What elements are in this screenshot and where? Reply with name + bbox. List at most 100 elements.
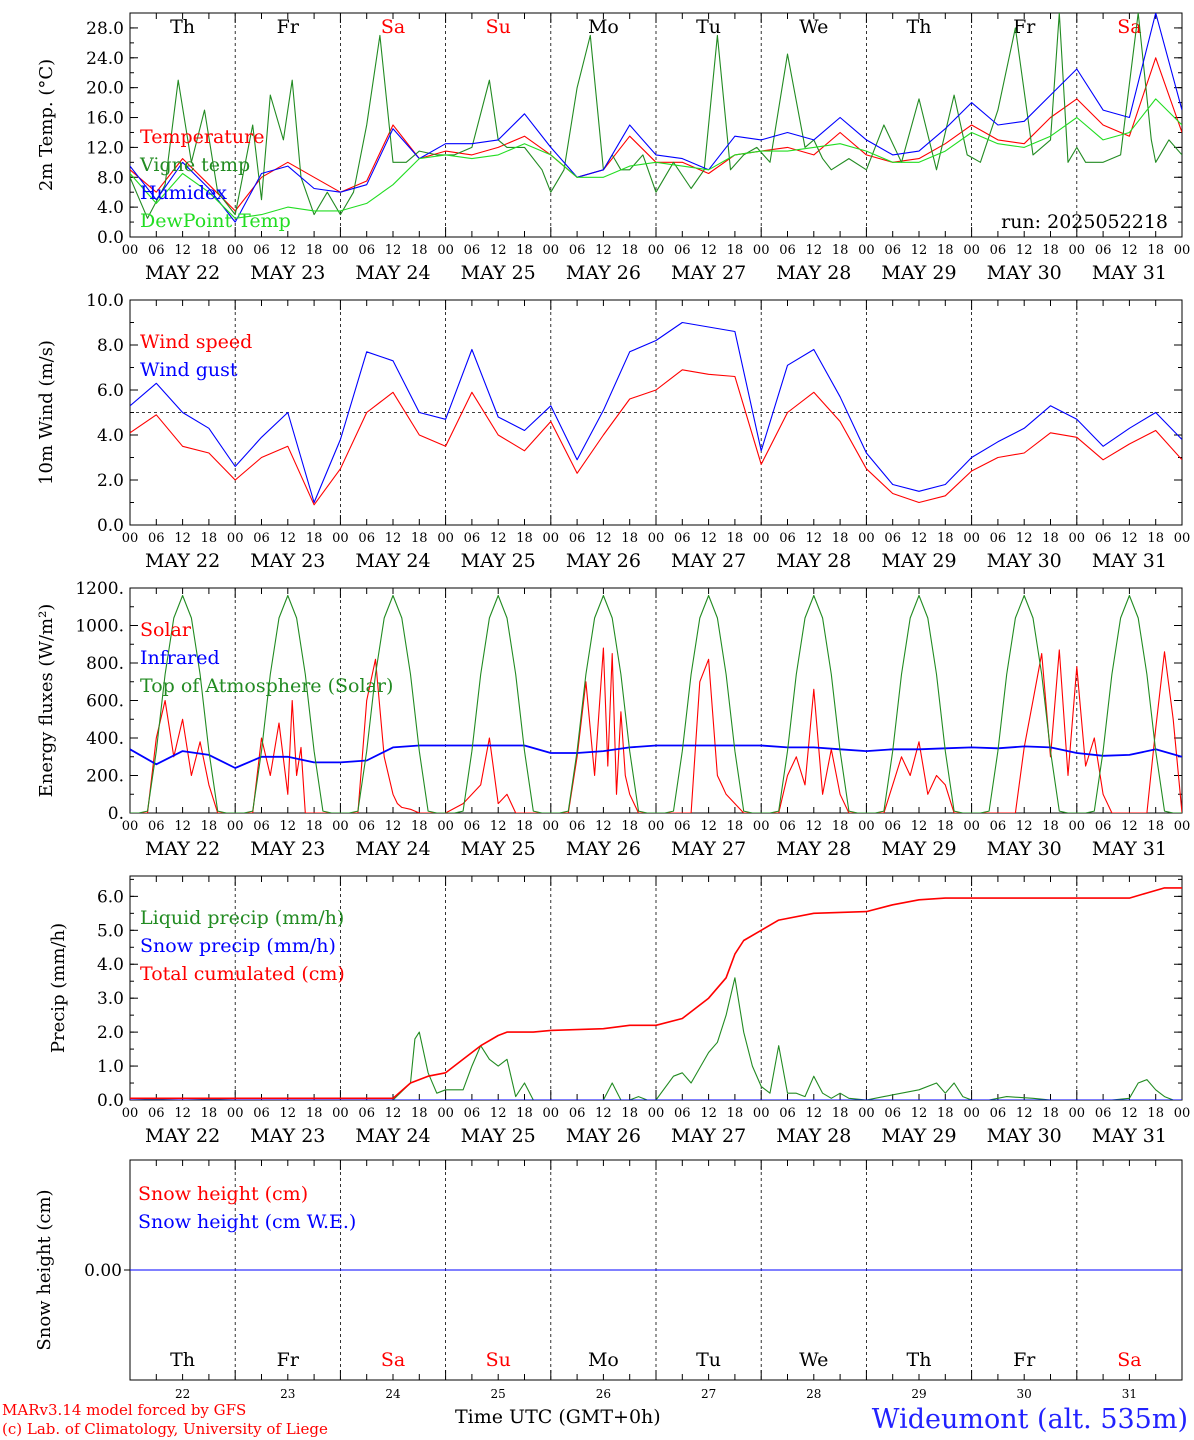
x-hour-label: 18	[201, 243, 218, 258]
x-hour-label: 12	[385, 243, 402, 258]
panel-4: 0.0 1.0 2.0 3.0 4.0 5.0 6.0 Precip (mm/h) 00 06 12…	[48, 875, 1190, 1147]
x-hour-label: 00	[332, 819, 349, 834]
x-hour-label: 12	[911, 243, 928, 258]
x-hour-label: 18	[727, 243, 744, 258]
x-hour-label: 06	[1095, 1106, 1112, 1121]
panel-3: 0. 200. 400. 600. 800. 1000. 1200. Energy fluxe…	[36, 579, 1190, 860]
x-hour-label: 06	[1095, 243, 1112, 258]
legend-entry: Snow height (cm W.E.)	[138, 1211, 356, 1233]
x-hour-label: 00	[1069, 243, 1086, 258]
y-tick-label: 1200.	[75, 579, 124, 599]
date-label: MAY 26	[566, 1125, 641, 1147]
x-hour-label: 06	[674, 531, 691, 546]
day-number-label: 23	[280, 1387, 295, 1401]
x-hour-label: 12	[1121, 531, 1138, 546]
series-group	[130, 321, 1182, 506]
x-hour-label: 00	[648, 819, 665, 834]
x-hour-label: 18	[937, 531, 954, 546]
x-hour-label: 06	[779, 819, 796, 834]
weekday-label: Fr	[1013, 16, 1036, 38]
x-hour-label: 12	[280, 243, 297, 258]
y-tick-label: 4.0	[97, 426, 124, 446]
panel-5: 0.00 Snow height (cm) Th Fr Sa Su Mo Tu We Th Fr Sa…	[34, 1159, 1183, 1401]
y-tick-label: 16.0	[86, 109, 124, 129]
x-hour-label: 00	[1069, 1106, 1086, 1121]
panel-1: 0.0 4.0 8.0 12.0 16.0 20.0 24.0 28.0 2m Temp. (°…	[36, 12, 1190, 284]
x-hour-label: 18	[306, 819, 323, 834]
date-label: MAY 24	[355, 1125, 430, 1147]
series-line	[130, 13, 1182, 223]
x-hour-label: 18	[832, 243, 849, 258]
x-hour-label: 00	[648, 1106, 665, 1121]
x-hour-label: 12	[1121, 1106, 1138, 1121]
x-hour-label: 18	[621, 1106, 638, 1121]
x-hour-label: 06	[779, 531, 796, 546]
y-tick-label: 1000.	[75, 617, 124, 637]
date-label: MAY 27	[671, 262, 746, 284]
x-hour-label: 12	[595, 1106, 612, 1121]
series-group	[130, 594, 1182, 813]
y-axis-label: 2m Temp. (°C)	[36, 59, 57, 191]
weekday-label: Fr	[1013, 1349, 1036, 1371]
y-tick-label: 8.0	[97, 336, 124, 356]
x-hour-label: 12	[806, 1106, 823, 1121]
series-line	[130, 647, 1182, 813]
date-label: MAY 25	[461, 262, 536, 284]
x-hour-label: 06	[884, 243, 901, 258]
x-hour-label: 00	[437, 819, 454, 834]
x-hour-label: 00	[1174, 819, 1191, 834]
series-group	[130, 887, 1182, 1100]
x-hour-label: 12	[1016, 1106, 1033, 1121]
x-hour-label: 00	[122, 1106, 139, 1121]
x-hour-label: 12	[1016, 243, 1033, 258]
x-hour-label: 00	[963, 819, 980, 834]
x-hour-label: 12	[1016, 819, 1033, 834]
date-label: MAY 27	[671, 550, 746, 572]
x-hour-label: 12	[174, 819, 191, 834]
x-hour-label: 06	[569, 819, 586, 834]
x-hour-label: 00	[122, 531, 139, 546]
weekday-label: Fr	[277, 16, 300, 38]
x-hour-label: 06	[253, 1106, 270, 1121]
x-hour-label: 12	[700, 243, 717, 258]
x-hour-label: 00	[858, 243, 875, 258]
x-hour-label: 00	[858, 531, 875, 546]
x-hour-label: 12	[174, 1106, 191, 1121]
date-label: MAY 22	[145, 550, 220, 572]
footer-credit: (c) Lab. of Climatology, University of L…	[2, 1420, 328, 1438]
x-hour-label: 06	[990, 531, 1007, 546]
x-hour-label: 06	[358, 1106, 375, 1121]
x-hour-label: 06	[569, 531, 586, 546]
x-hour-label: 06	[674, 819, 691, 834]
legend-entry: Wind speed	[140, 331, 252, 353]
date-label: MAY 28	[776, 550, 851, 572]
date-label: MAY 23	[250, 550, 325, 572]
legend-entry: Solar	[140, 619, 192, 641]
legend-entry: Humidex	[140, 182, 227, 204]
legend-entry: Wind gust	[140, 359, 238, 381]
x-hour-label: 06	[990, 819, 1007, 834]
x-hour-label: 12	[700, 819, 717, 834]
x-hour-label: 18	[1147, 531, 1164, 546]
series-line	[130, 369, 1182, 506]
legend-entry: Top of Atmosphere (Solar)	[140, 675, 393, 697]
date-label: MAY 31	[1092, 262, 1167, 284]
day-number-label: 24	[385, 1387, 401, 1401]
y-axis-label: Snow height (cm)	[34, 1189, 55, 1350]
x-hour-label: 00	[1174, 531, 1191, 546]
weekday-label: We	[799, 1349, 828, 1371]
x-hour-label: 12	[911, 1106, 928, 1121]
x-hour-label: 00	[227, 819, 244, 834]
x-hour-label: 00	[543, 1106, 560, 1121]
y-tick-label: 3.0	[97, 989, 124, 1009]
x-hour-label: 18	[201, 1106, 218, 1121]
x-hour-label: 06	[1095, 531, 1112, 546]
day-number-label: 28	[806, 1387, 821, 1401]
legend-entry: Liquid precip (mm/h)	[140, 907, 344, 929]
x-hour-label: 12	[806, 819, 823, 834]
weekday-label: Sa	[381, 16, 405, 38]
weekday-label: Mo	[588, 1349, 619, 1371]
date-label: MAY 24	[355, 838, 430, 860]
date-label: MAY 28	[776, 262, 851, 284]
y-tick-label: 4.0	[97, 198, 124, 218]
